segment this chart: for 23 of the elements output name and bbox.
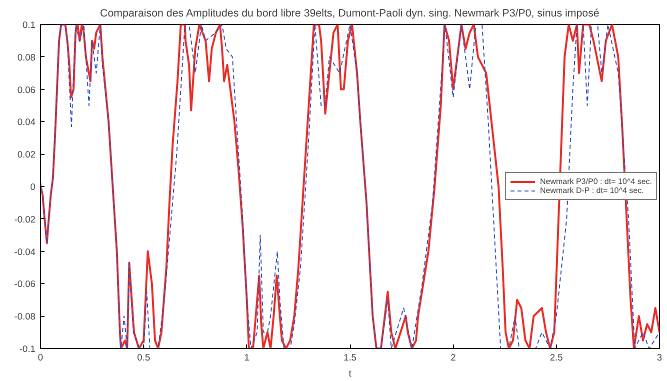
- x-tick-label: 0: [38, 352, 44, 362]
- x-tick-label: 0.5: [137, 352, 150, 362]
- x-tick-label: 2: [450, 352, 456, 362]
- line-series: [40, 24, 660, 348]
- y-tick-label: -0.04: [14, 246, 36, 257]
- y-tick-label: -0.1: [19, 344, 36, 354]
- x-tick-label: 2.5: [550, 352, 563, 362]
- legend-label: Newmark P3/P0 : dt= 10^4 sec.: [540, 177, 652, 186]
- y-tick-label: 0: [30, 182, 36, 192]
- y-tick-label: 0.1: [22, 20, 36, 30]
- y-tick-label: 0.08: [17, 52, 36, 62]
- y-tick-label: 0.04: [17, 117, 36, 128]
- y-tick-label: -0.06: [14, 279, 36, 290]
- x-axis-title: t: [348, 368, 352, 378]
- y-tick-label: -0.02: [14, 214, 36, 224]
- y-tick-label: 0.02: [17, 150, 36, 160]
- y-tick-label: 0.06: [17, 84, 36, 95]
- legend-label: Newmark D-P : dt= 10^4 sec.: [540, 186, 644, 195]
- x-tick-label: 3: [656, 352, 662, 362]
- x-tick-label: 1: [244, 352, 250, 362]
- chart-title: Comparaison des Amplitudes du bord libre 39elts, Dumont-Paoli dyn. sing. Newmark P3/P0, sinus imposé: [100, 8, 600, 20]
- y-tick-label: -0.08: [14, 312, 36, 322]
- x-tick-label: 1.5: [344, 352, 356, 362]
